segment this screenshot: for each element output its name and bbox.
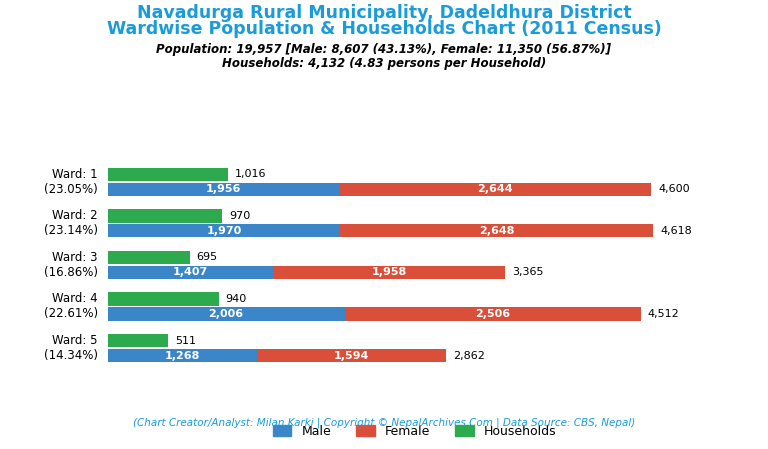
Bar [273,266,505,279]
Bar [108,349,257,362]
Bar [108,266,273,279]
Text: 2,648: 2,648 [479,226,515,236]
Text: 511: 511 [175,335,196,346]
Text: 1,407: 1,407 [173,268,208,277]
Text: 2,506: 2,506 [475,309,510,319]
Text: 1,956: 1,956 [205,184,240,194]
Text: Navadurga Rural Municipality, Dadeldhura District: Navadurga Rural Municipality, Dadeldhura… [137,4,631,22]
Text: 2,862: 2,862 [453,351,485,361]
Text: 4,618: 4,618 [660,226,692,236]
Text: 4,600: 4,600 [658,184,690,194]
Text: 970: 970 [229,211,250,221]
Text: 1,970: 1,970 [207,226,241,236]
Text: 2,006: 2,006 [208,309,243,319]
Legend: Male, Female, Households: Male, Female, Households [268,420,561,443]
Bar [108,307,345,321]
Text: Population: 19,957 [Male: 8,607 (43.13%), Female: 11,350 (56.87%)]: Population: 19,957 [Male: 8,607 (43.13%)… [157,43,611,56]
Bar [257,349,445,362]
Bar [108,224,340,238]
Bar [108,167,227,181]
Text: 3,365: 3,365 [512,268,544,277]
Text: 1,958: 1,958 [372,268,407,277]
Text: 1,016: 1,016 [235,169,266,179]
Text: 4,512: 4,512 [647,309,680,319]
Text: Households: 4,132 (4.83 persons per Household): Households: 4,132 (4.83 persons per Hous… [222,57,546,70]
Bar [108,292,219,306]
Text: 1,268: 1,268 [165,351,200,361]
Text: 940: 940 [226,294,247,304]
Bar [108,183,339,196]
Text: 2,644: 2,644 [477,184,513,194]
Bar [108,251,190,264]
Text: 695: 695 [197,252,218,262]
Text: Wardwise Population & Households Chart (2011 Census): Wardwise Population & Households Chart (… [107,20,661,38]
Text: 1,594: 1,594 [334,351,369,361]
Bar [108,334,168,347]
Bar [108,209,222,223]
Bar [339,183,651,196]
Text: (Chart Creator/Analyst: Milan Karki | Copyright © NepalArchives.Com | Data Sourc: (Chart Creator/Analyst: Milan Karki | Co… [133,418,635,428]
Bar [340,224,653,238]
Bar [345,307,641,321]
